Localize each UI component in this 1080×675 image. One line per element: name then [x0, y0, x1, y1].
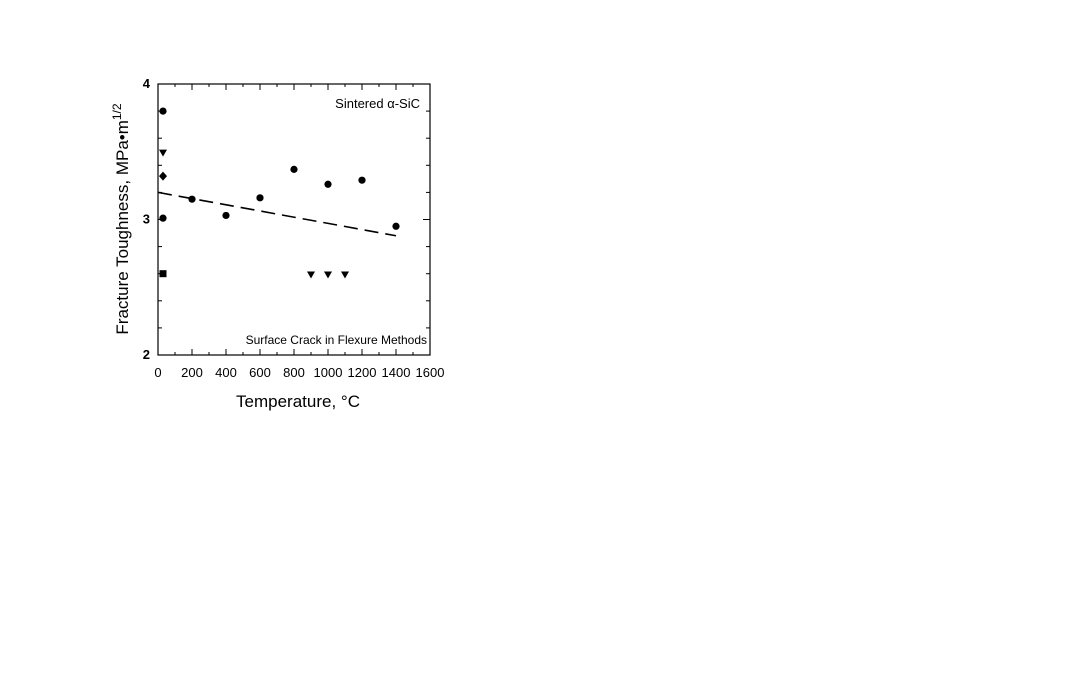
data-point-square — [159, 270, 167, 278]
y-tick-label: 3 — [143, 212, 150, 227]
data-point-triangle — [307, 271, 315, 279]
annotation-material: Sintered α-SiC — [335, 96, 420, 111]
y-axis-label: Fracture Toughness, MPa•m1/2 — [110, 103, 132, 334]
annotation-method: Surface Crack in Flexure Methods — [246, 333, 427, 347]
x-axis: 0 200 400 600 800 1000 1200 1400 1600 — [154, 84, 444, 380]
data-point-circle — [324, 180, 332, 188]
trend-line-group — [157, 191, 397, 237]
trend-line — [157, 191, 397, 237]
data-point-circle — [159, 107, 167, 115]
x-tick-label: 1400 — [382, 365, 411, 380]
x-axis-label: Temperature, °C — [236, 392, 360, 411]
data-point-circle — [358, 176, 366, 184]
x-tick-label: 600 — [249, 365, 271, 380]
data-point-triangle — [324, 271, 332, 279]
y-tick-label: 2 — [143, 347, 150, 362]
y-axis-label-text: Fracture Toughness, MPa•m — [113, 120, 132, 334]
data-point-circle — [222, 211, 230, 220]
data-points — [159, 107, 400, 279]
x-tick-label: 800 — [283, 365, 305, 380]
data-point-circle — [290, 165, 298, 173]
data-point-triangle — [159, 149, 167, 157]
x-tick-label: 400 — [215, 365, 237, 380]
data-point-circle — [188, 195, 196, 203]
data-point-circle — [256, 194, 264, 202]
plot-frame — [157, 83, 431, 356]
y-axis-label-superscript: 1/2 — [110, 103, 124, 120]
data-point-circle — [392, 222, 400, 230]
x-tick-label: 1200 — [348, 365, 377, 380]
x-tick-label: 1000 — [314, 365, 343, 380]
y-tick-label: 4 — [143, 76, 151, 91]
x-tick-label: 1600 — [416, 365, 445, 380]
data-point-diamond — [159, 171, 167, 181]
x-tick-label: 0 — [154, 365, 161, 380]
data-point-circle — [159, 214, 167, 222]
x-tick-label: 200 — [181, 365, 203, 380]
y-axis: 2 3 4 — [143, 76, 430, 362]
data-point-triangle — [341, 271, 349, 279]
